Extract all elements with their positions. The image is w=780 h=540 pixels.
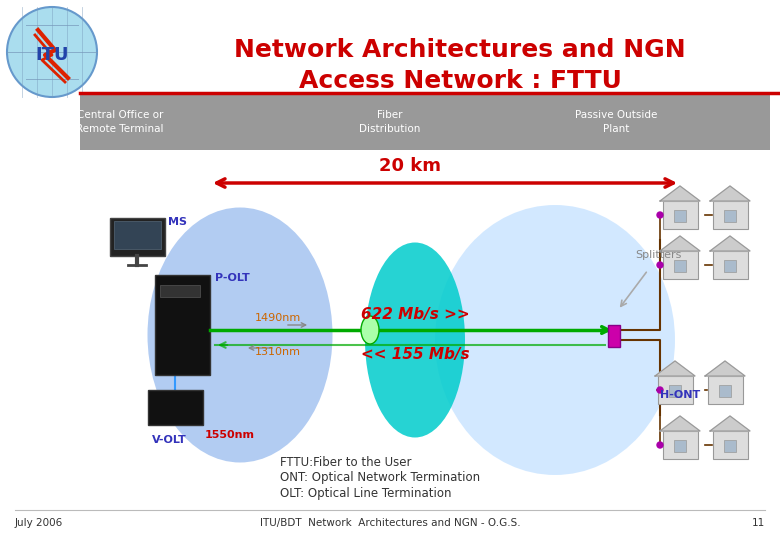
Polygon shape [705,361,745,376]
Bar [160,285,200,297]
Text: 622 Mb/s >>: 622 Mb/s >> [360,307,470,322]
Bar [608,325,620,347]
Bar [713,201,748,229]
Circle shape [657,212,663,218]
Text: 1310nm: 1310nm [255,347,301,357]
Bar [713,431,748,459]
Bar [719,385,731,397]
Text: Fiber
Distribution: Fiber Distribution [360,110,420,134]
Bar [669,385,681,397]
Bar [724,210,736,222]
Polygon shape [660,416,700,431]
Bar [663,431,698,459]
Text: << 155 Mb/s: << 155 Mb/s [360,348,470,362]
Text: Passive Outside
Plant: Passive Outside Plant [575,110,658,134]
Text: P-OLT: P-OLT [215,273,250,283]
Text: 20 km: 20 km [379,157,441,175]
Bar [658,376,693,404]
Ellipse shape [365,242,465,437]
Circle shape [657,442,663,448]
Text: 1550nm: 1550nm [205,430,255,440]
Bar [713,251,748,279]
Circle shape [657,262,663,268]
Text: H-ONT: H-ONT [660,390,700,400]
Text: ITU/BDT  Network  Architectures and NGN - O.G.S.: ITU/BDT Network Architectures and NGN - … [260,518,520,528]
Bar [724,440,736,452]
Bar [114,221,161,249]
Bar [674,440,686,452]
Ellipse shape [361,316,379,344]
Bar [148,390,203,425]
Text: V-OLT: V-OLT [152,435,186,445]
Text: 11: 11 [752,518,765,528]
Bar [663,201,698,229]
Ellipse shape [7,7,97,97]
Ellipse shape [435,205,675,475]
Text: ONT: Optical Network Termination: ONT: Optical Network Termination [280,471,480,484]
Text: Central Office or
Remote Terminal: Central Office or Remote Terminal [76,110,164,134]
Polygon shape [710,416,750,431]
Bar [674,210,686,222]
Bar [80,95,770,150]
Polygon shape [660,186,700,201]
Bar [674,260,686,272]
Text: 1490nm: 1490nm [255,313,301,323]
Text: MS: MS [168,217,187,227]
Polygon shape [710,186,750,201]
Bar [155,275,210,375]
Bar [708,376,743,404]
Polygon shape [655,361,695,376]
Text: Splitters: Splitters [635,250,682,260]
Polygon shape [660,236,700,251]
Polygon shape [710,236,750,251]
Text: ITU: ITU [35,46,69,64]
Bar [663,251,698,279]
Circle shape [657,387,663,393]
Bar [724,260,736,272]
Text: July 2006: July 2006 [15,518,63,528]
Text: OLT: Optical Line Termination: OLT: Optical Line Termination [280,487,452,500]
Text: Network Architectures and NGN
Access Network : FTTU: Network Architectures and NGN Access Net… [234,38,686,93]
Bar [110,218,165,256]
Ellipse shape [147,207,332,462]
Text: FTTU:Fiber to the User: FTTU:Fiber to the User [280,456,412,469]
